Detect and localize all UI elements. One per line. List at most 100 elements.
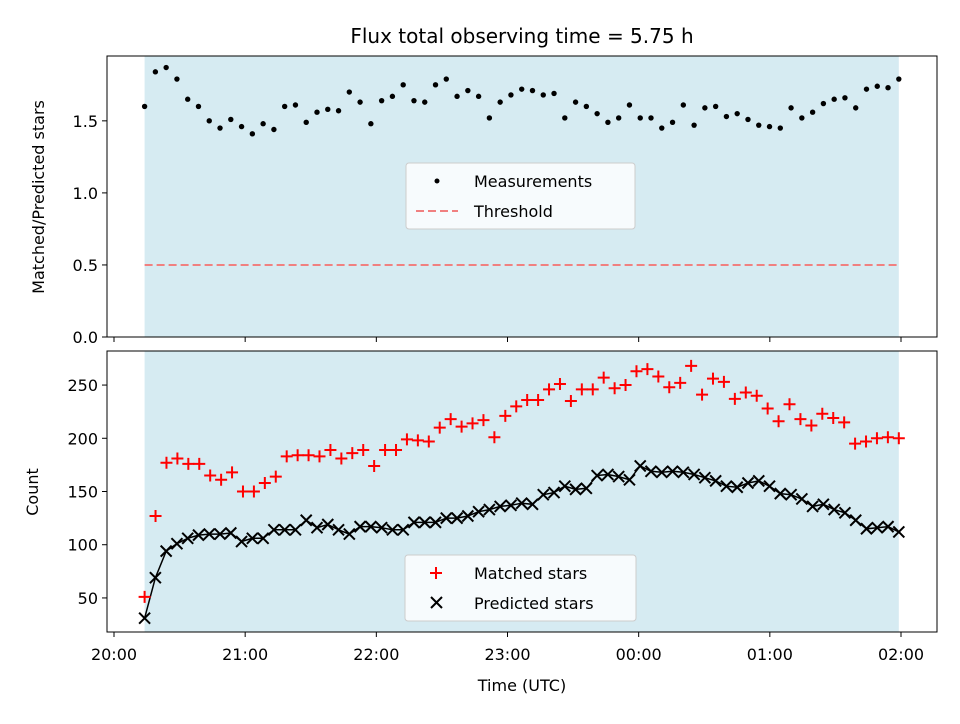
matched-point [324,443,337,456]
predicted-point [461,509,475,523]
matched-point [455,420,468,433]
matched-point [838,416,851,429]
measurement-point [831,96,837,102]
predicted-point [192,528,205,542]
predicted-point [601,468,615,481]
x-tick-label: 01:00 [747,645,793,664]
predicted-point [267,523,281,537]
matched-point [444,413,457,426]
legend-marker-predicted [430,596,443,609]
count-ytick-label: 50 [78,589,98,608]
predicted-point [213,527,227,541]
measurement-point [228,116,234,123]
predicted-point [784,488,798,501]
measurement-point [325,106,331,113]
measurement-point [605,119,611,125]
matched-point [794,413,807,426]
matched-point [258,476,271,489]
measurement-point [691,122,697,128]
matched-point [204,469,217,482]
measurement-point [389,93,396,100]
matched-point [149,509,162,522]
predicted-point [537,488,550,501]
x-axis-label: Time (UTC) [477,676,566,695]
predicted-point [493,500,507,513]
predicted-point [730,481,744,494]
measurement-point [874,83,880,89]
matched-point [652,370,665,383]
measurement-point [896,76,902,82]
matched-point [368,459,381,472]
measurement-point [357,99,363,105]
matched-point [160,456,173,469]
matched-point [171,452,184,465]
predicted-point [795,492,809,506]
matched-point [663,381,676,394]
predicted-point [871,521,884,534]
measurement-point [378,97,385,104]
predicted-point [720,479,733,493]
matched-point [433,421,446,434]
matched-point [411,434,424,447]
measurement-point [626,102,633,108]
measurement-point [368,121,374,127]
predicted-point [332,523,345,537]
predicted-point [634,459,647,473]
predicted-point [375,521,388,534]
measurement-point [174,76,180,82]
legend-marker-matched [430,567,442,579]
measurement-point [303,119,309,125]
measurement-point [292,102,299,108]
measurement-point [465,87,471,94]
measurement-point [163,64,169,71]
predicted-point [806,500,819,513]
measurement-point [141,103,148,110]
ratio-ytick-label: 1.0 [73,184,98,203]
measurement-point [853,105,859,111]
legend-label-matched: Matched stars [474,564,587,583]
matched-point [543,383,556,396]
matched-point [805,419,818,432]
matched-point [641,363,654,376]
matched-point [827,412,840,425]
predicted-point [774,487,787,500]
predicted-point [817,498,830,511]
count-plot-frame [106,350,938,633]
matched-point [892,432,905,445]
predicted-point [677,466,690,479]
measurement-point [529,87,536,94]
matched-point [750,389,763,402]
predicted-point [235,535,248,548]
matched-point [586,383,599,396]
matched-point [488,431,501,444]
measurement-point [809,109,816,115]
measurement-point [594,110,600,117]
measurement-point [346,89,353,95]
measurement-point [185,96,191,102]
measurement-point [497,99,503,105]
predicted-point [407,516,421,529]
matched-point [269,470,282,483]
predicted-point [860,522,873,535]
matched-point [761,402,774,415]
predicted-point [256,532,270,545]
predicted-point [558,479,572,493]
predicted-point [386,523,399,537]
matched-point [226,466,239,479]
matched-point [247,485,260,498]
matched-point [739,386,752,399]
ratio-plot-frame [106,55,938,338]
predicted-point [590,469,604,482]
predicted-point [623,473,636,486]
measurement-point [734,110,740,117]
legend-label-predicted: Predicted stars [474,594,594,613]
matched-point [499,409,512,422]
count-ytick-label: 250 [67,376,98,395]
predicted-point [849,514,862,527]
matched-point [870,432,883,445]
measurement-point [508,92,514,98]
measurement-point [443,76,449,82]
measurement-point [152,69,159,75]
matched-point [357,443,370,456]
matched-point [477,414,490,427]
